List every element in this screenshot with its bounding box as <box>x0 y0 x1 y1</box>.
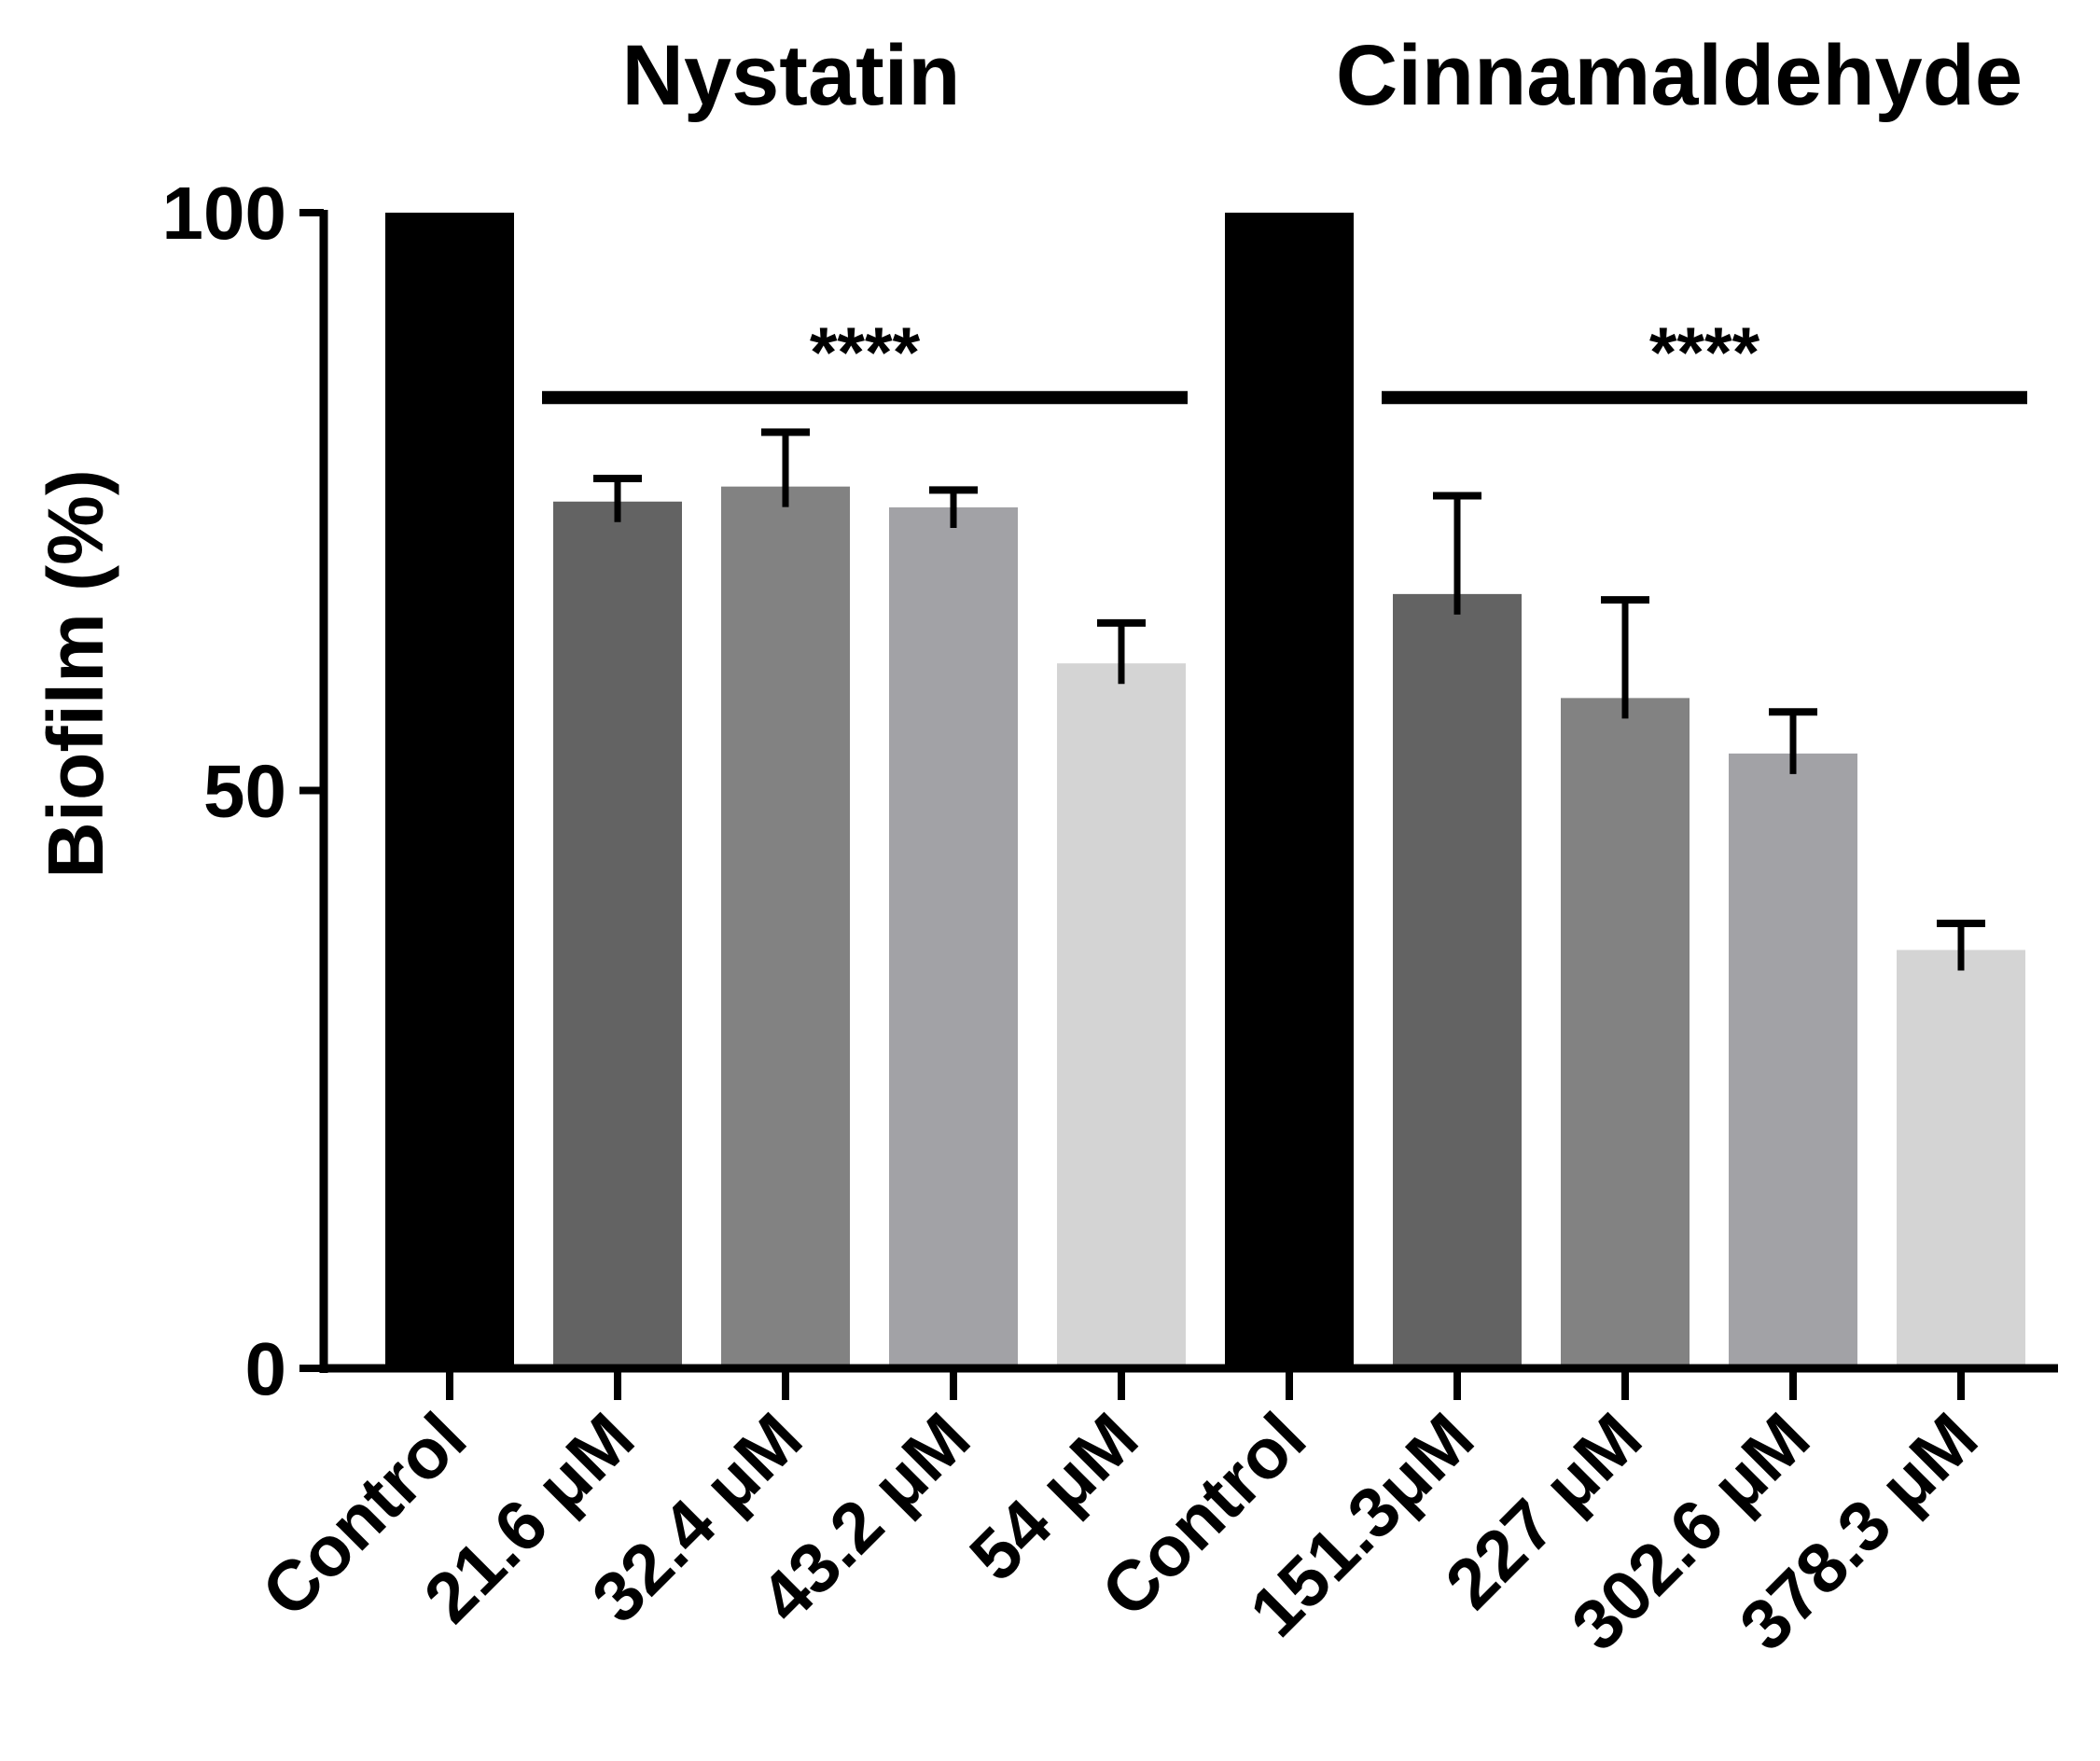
annotations-layer: **** **** <box>542 313 2027 405</box>
y-tick-label-50: 50 <box>203 750 286 833</box>
bar-6 <box>1225 213 1354 1368</box>
bar-1 <box>385 213 514 1368</box>
y-axis-title: Biofilm (%) <box>32 469 119 879</box>
error-bars-layer <box>593 428 1985 971</box>
bar-10 <box>1897 950 2025 1368</box>
significance-label-2: **** <box>1649 313 1760 393</box>
significance-label-1: **** <box>810 313 921 393</box>
bar-7 <box>1393 593 1522 1368</box>
group-title-2: Cinnamaldehyde <box>1336 28 2023 123</box>
group-title-1: Nystatin <box>622 28 961 123</box>
bar-4 <box>889 506 1018 1368</box>
bar-8 <box>1561 698 1690 1368</box>
bar-9 <box>1729 753 1857 1368</box>
y-tick-label-100: 100 <box>162 172 286 255</box>
bar-2 <box>553 501 682 1368</box>
bars-layer <box>385 213 2025 1368</box>
axes-layer <box>299 209 2058 1400</box>
y-tick-label-0: 0 <box>245 1327 287 1410</box>
bar-3 <box>721 486 850 1368</box>
bar-5 <box>1057 663 1186 1368</box>
